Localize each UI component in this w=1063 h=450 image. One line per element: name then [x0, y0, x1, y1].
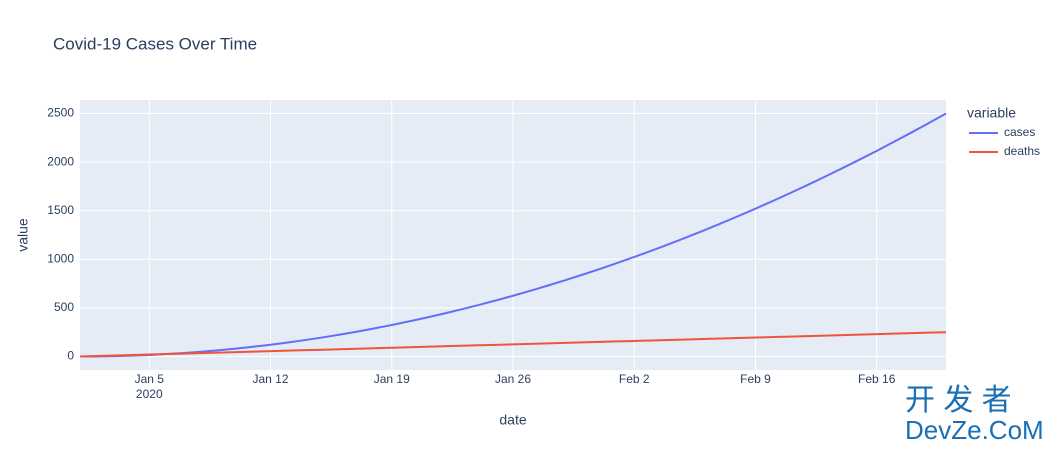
x-tick-label: Feb 9 [740, 372, 771, 386]
x-tick-label: Jan 12 [253, 372, 289, 386]
watermark-site: DevZe.CoM [905, 415, 1044, 445]
y-axis-title: value [15, 218, 31, 252]
y-tick-label: 2000 [47, 154, 74, 168]
x-tick-label: Feb 16 [858, 372, 896, 386]
legend-label: deaths [1004, 144, 1040, 158]
y-tick-label: 2500 [47, 106, 74, 120]
legend-label: cases [1004, 125, 1035, 139]
x-tick-label: Jan 19 [374, 372, 410, 386]
line-series [79, 112, 947, 358]
x-tick-label: Feb 2 [619, 372, 650, 386]
legend-title: variable [967, 105, 1016, 121]
watermark-brand: 开 发 者 [905, 384, 1012, 417]
x-tick-label: Jan 5 2020 [135, 372, 165, 401]
x-axis-title: date [499, 412, 526, 428]
y-tick-label: 1500 [47, 203, 74, 217]
y-tick-label: 1000 [47, 251, 74, 265]
y-tick-label: 500 [54, 300, 74, 314]
y-tick-label: 0 [67, 349, 74, 363]
x-tick-label: Jan 26 [495, 372, 531, 386]
line-series [79, 331, 947, 358]
chart-title: Covid-19 Cases Over Time [53, 34, 257, 53]
